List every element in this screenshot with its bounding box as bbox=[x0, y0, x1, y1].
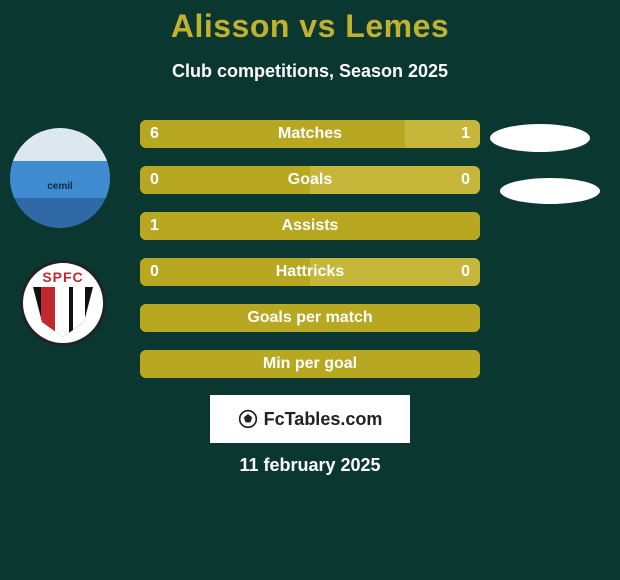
stat-value-right: 0 bbox=[461, 171, 470, 189]
shield-stripe bbox=[41, 287, 55, 337]
shield-stripe bbox=[55, 287, 69, 337]
subtitle: Club competitions, Season 2025 bbox=[0, 61, 620, 82]
stat-label: Matches bbox=[140, 125, 480, 143]
stat-value-left: 6 bbox=[150, 125, 159, 143]
stat-value-left: 0 bbox=[150, 171, 159, 189]
stat-label: Goals per match bbox=[140, 309, 480, 327]
stat-label: Assists bbox=[140, 217, 480, 235]
page-title: Alisson vs Lemes bbox=[0, 0, 620, 45]
stats-bars-area: Matches61Goals00Assists1Hattricks00Goals… bbox=[140, 120, 480, 378]
decorative-oval bbox=[500, 178, 600, 204]
stat-row: Matches6 1 bbox=[140, 120, 480, 148]
player2-shield-text: SPFC bbox=[23, 269, 103, 285]
player1-jersey-text: cemil bbox=[47, 181, 73, 192]
stat-value-left: 1 bbox=[150, 217, 159, 235]
stat-label: Min per goal bbox=[140, 355, 480, 373]
player1-jersey: cemil bbox=[10, 128, 110, 228]
player1-avatar: cemil bbox=[10, 128, 110, 228]
stat-value-left: 0 bbox=[150, 263, 159, 281]
player2-shield: SPFC bbox=[20, 260, 106, 346]
stat-row: Goals0 0 bbox=[140, 166, 480, 194]
player2-avatar: SPFC bbox=[20, 260, 106, 346]
decorative-oval bbox=[490, 124, 590, 152]
shield-body bbox=[33, 287, 93, 337]
soccer-ball-icon bbox=[238, 409, 258, 429]
stat-row: Min per goal bbox=[140, 350, 480, 378]
attribution-badge: FcTables.com bbox=[210, 395, 410, 443]
stat-row: Goals per match bbox=[140, 304, 480, 332]
stat-row: Hattricks0 0 bbox=[140, 258, 480, 286]
stat-value-right: 0 bbox=[461, 263, 470, 281]
attribution-text: FcTables.com bbox=[264, 409, 383, 430]
date-line: 11 february 2025 bbox=[0, 455, 620, 476]
shield-stripe bbox=[73, 287, 85, 337]
stat-value-right: 1 bbox=[461, 125, 470, 143]
stat-label: Hattricks bbox=[140, 263, 480, 281]
stat-row: Assists1 bbox=[140, 212, 480, 240]
comparison-card: Alisson vs Lemes Club competitions, Seas… bbox=[0, 0, 620, 580]
stat-label: Goals bbox=[140, 171, 480, 189]
